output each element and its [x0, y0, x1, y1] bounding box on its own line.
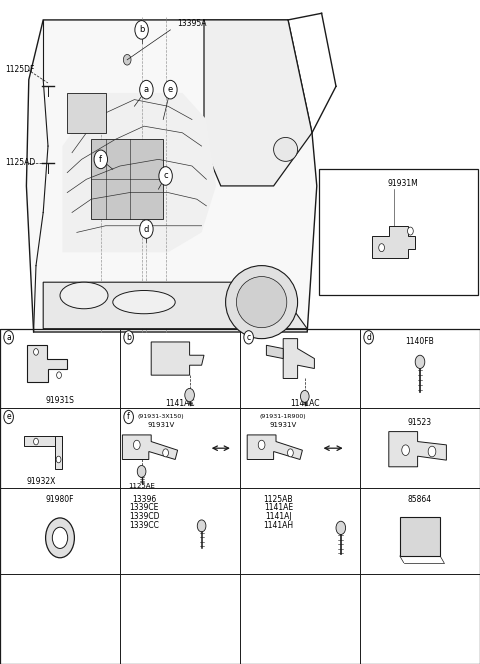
Bar — [400, 517, 440, 556]
Ellipse shape — [226, 266, 298, 339]
Circle shape — [46, 518, 74, 558]
Text: a: a — [6, 333, 11, 342]
Text: 91980F: 91980F — [46, 495, 74, 504]
Circle shape — [164, 80, 177, 99]
Circle shape — [428, 446, 436, 457]
Ellipse shape — [274, 137, 298, 161]
Polygon shape — [204, 20, 312, 186]
Circle shape — [34, 438, 38, 445]
Text: 91523: 91523 — [408, 418, 432, 428]
Polygon shape — [389, 432, 446, 467]
Bar — [0, 329, 480, 664]
Text: 1141AC: 1141AC — [165, 398, 195, 408]
Text: d: d — [366, 333, 371, 342]
Bar — [67, 93, 106, 133]
Polygon shape — [247, 435, 302, 459]
Circle shape — [408, 227, 413, 235]
Text: (91931-1R900): (91931-1R900) — [260, 414, 307, 419]
Circle shape — [185, 388, 194, 402]
Text: 13396: 13396 — [132, 495, 156, 504]
Circle shape — [135, 21, 148, 39]
Text: 1140FB: 1140FB — [406, 337, 434, 347]
Text: e: e — [6, 412, 11, 422]
Text: 1125AE: 1125AE — [128, 483, 155, 489]
Text: f: f — [127, 412, 130, 422]
Circle shape — [52, 527, 68, 548]
Ellipse shape — [237, 276, 287, 327]
Circle shape — [34, 349, 38, 355]
Polygon shape — [26, 20, 317, 332]
Circle shape — [336, 521, 346, 535]
Circle shape — [288, 449, 293, 457]
Circle shape — [4, 410, 13, 424]
Bar — [91, 139, 163, 219]
Text: 1125AD: 1125AD — [5, 158, 35, 167]
Circle shape — [300, 390, 309, 402]
Text: 1125DF: 1125DF — [5, 65, 34, 74]
Text: b: b — [126, 333, 131, 342]
Circle shape — [94, 150, 108, 169]
Circle shape — [124, 410, 133, 424]
Text: 1339CE: 1339CE — [129, 503, 159, 513]
Ellipse shape — [60, 282, 108, 309]
Polygon shape — [151, 342, 204, 375]
Polygon shape — [372, 226, 415, 258]
Bar — [319, 169, 478, 295]
Text: c: c — [247, 333, 251, 342]
Circle shape — [140, 220, 153, 238]
Ellipse shape — [113, 290, 175, 314]
Circle shape — [258, 440, 265, 450]
Circle shape — [415, 355, 425, 369]
Polygon shape — [27, 345, 67, 382]
Text: b: b — [139, 25, 144, 35]
Polygon shape — [266, 345, 283, 359]
Circle shape — [379, 244, 384, 252]
Circle shape — [140, 80, 153, 99]
Text: 13395A: 13395A — [178, 19, 207, 28]
Polygon shape — [62, 93, 216, 252]
Text: 1141AJ: 1141AJ — [265, 512, 292, 521]
Text: 91931S: 91931S — [46, 396, 74, 405]
Circle shape — [123, 54, 131, 65]
Bar — [0, 0, 480, 329]
Text: f: f — [99, 155, 102, 164]
Polygon shape — [43, 282, 307, 329]
Text: 91931V: 91931V — [270, 422, 297, 428]
Circle shape — [57, 372, 61, 378]
Polygon shape — [122, 435, 178, 459]
Circle shape — [197, 520, 206, 532]
Text: 1125AB: 1125AB — [264, 495, 293, 504]
Text: e: e — [168, 85, 173, 94]
Text: 91931M: 91931M — [388, 179, 419, 189]
Text: 1339CD: 1339CD — [129, 512, 159, 521]
Circle shape — [137, 465, 146, 477]
Circle shape — [4, 331, 13, 344]
Circle shape — [133, 440, 140, 450]
Text: a: a — [144, 85, 149, 94]
Circle shape — [159, 167, 172, 185]
Text: 85864: 85864 — [408, 495, 432, 504]
Circle shape — [402, 445, 409, 456]
Text: 1141AE: 1141AE — [264, 503, 293, 513]
Text: 91931V: 91931V — [147, 422, 174, 428]
Text: 91932X: 91932X — [26, 477, 56, 486]
Text: d: d — [144, 224, 149, 234]
Text: 1339CC: 1339CC — [129, 521, 159, 530]
Circle shape — [364, 331, 373, 344]
Text: 1141AH: 1141AH — [264, 521, 293, 530]
Circle shape — [124, 331, 133, 344]
Text: (91931-3X150): (91931-3X150) — [137, 414, 184, 419]
Polygon shape — [55, 436, 62, 469]
Text: 1141AC: 1141AC — [290, 398, 320, 408]
Circle shape — [163, 449, 168, 457]
Bar — [0, 329, 480, 664]
Polygon shape — [283, 339, 314, 378]
Circle shape — [56, 456, 61, 463]
Text: c: c — [163, 171, 168, 181]
Circle shape — [244, 331, 253, 344]
Polygon shape — [24, 436, 62, 446]
